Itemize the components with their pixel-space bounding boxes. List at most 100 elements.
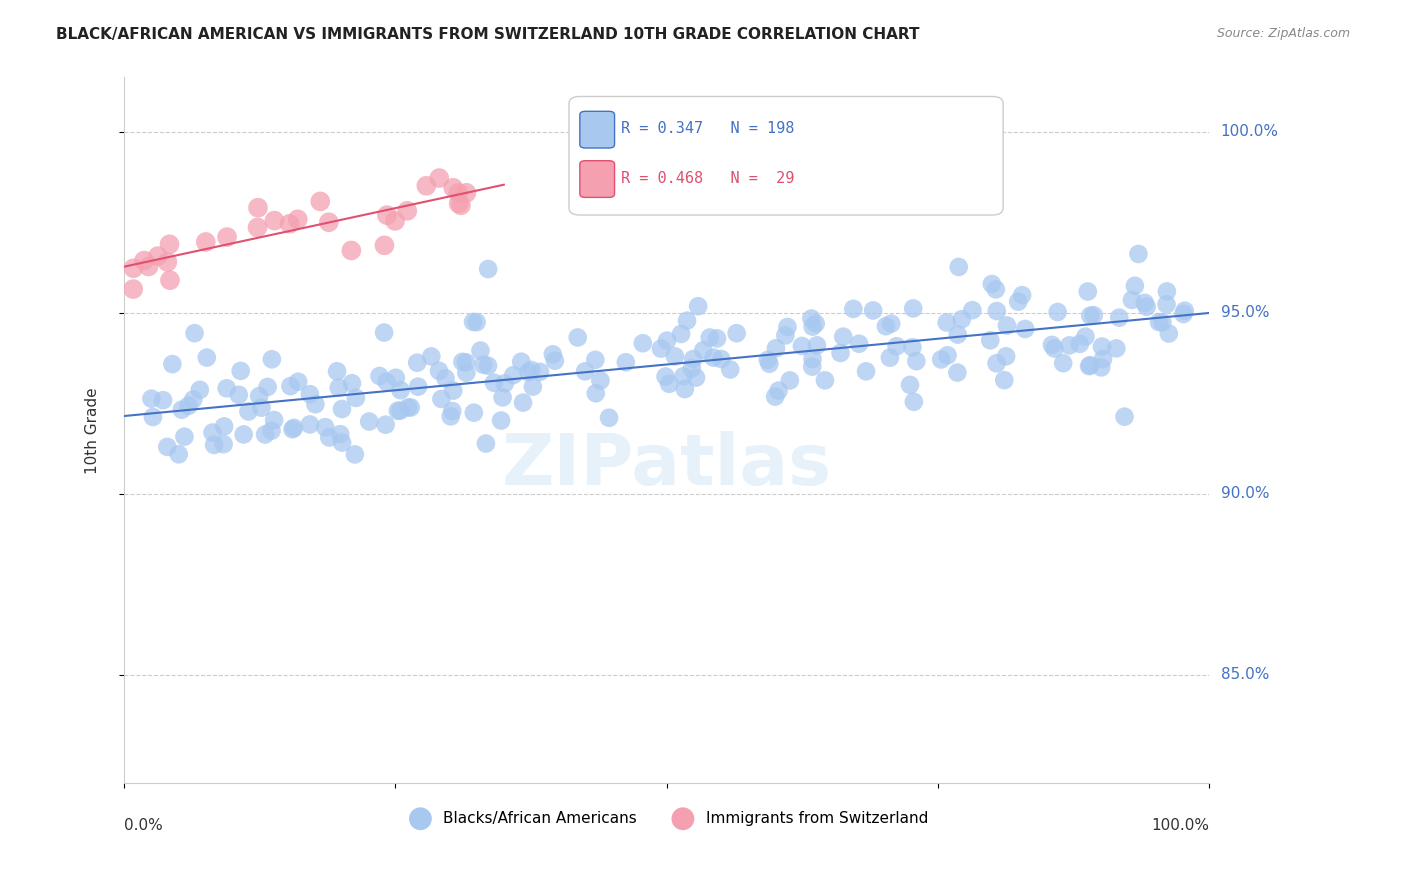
Point xyxy=(472,358,495,372)
Point xyxy=(1077,285,1099,299)
Point xyxy=(359,415,381,429)
Point xyxy=(1043,342,1066,356)
Point xyxy=(215,381,238,395)
Point xyxy=(986,356,1008,370)
Point xyxy=(304,397,326,411)
Point xyxy=(283,421,305,435)
Point xyxy=(814,373,837,387)
Point xyxy=(368,368,391,383)
Point xyxy=(1133,296,1156,310)
Point xyxy=(384,214,406,228)
Point xyxy=(212,437,235,451)
Legend: Blacks/African Americans, Immigrants from Switzerland: Blacks/African Americans, Immigrants fro… xyxy=(399,805,935,832)
Point xyxy=(664,349,686,363)
Point xyxy=(1128,247,1150,261)
Point xyxy=(340,244,363,258)
Point xyxy=(399,401,422,415)
Point xyxy=(655,334,678,348)
Point xyxy=(1078,359,1101,373)
Point xyxy=(692,343,714,358)
Point xyxy=(1156,297,1178,311)
Point xyxy=(188,383,211,397)
Point xyxy=(159,273,181,287)
Point xyxy=(477,262,499,277)
Point xyxy=(995,349,1018,363)
Point xyxy=(202,438,225,452)
Point xyxy=(430,392,453,406)
Point xyxy=(544,353,567,368)
Point xyxy=(1059,338,1081,352)
Point xyxy=(173,430,195,444)
Point xyxy=(138,260,160,274)
Point xyxy=(122,282,145,296)
Text: R = 0.468   N =  29: R = 0.468 N = 29 xyxy=(621,171,794,186)
Point xyxy=(450,198,472,212)
Point xyxy=(979,333,1001,347)
Point xyxy=(1123,278,1146,293)
Point xyxy=(567,330,589,344)
Point xyxy=(427,171,450,186)
Point xyxy=(763,390,786,404)
Point xyxy=(298,417,321,432)
Point xyxy=(256,380,278,394)
Point xyxy=(685,370,707,384)
Point xyxy=(461,315,484,329)
Point xyxy=(491,390,513,404)
Point xyxy=(946,366,969,380)
Point xyxy=(194,235,217,249)
Point xyxy=(246,220,269,235)
Point xyxy=(1078,309,1101,323)
Point xyxy=(800,311,823,326)
Point xyxy=(676,313,699,327)
Point xyxy=(326,364,349,378)
Point xyxy=(387,404,409,418)
Point xyxy=(801,351,824,366)
Point xyxy=(1046,305,1069,319)
Point xyxy=(489,413,512,427)
Point xyxy=(650,342,672,356)
Point xyxy=(247,389,270,403)
Point xyxy=(420,350,443,364)
Point xyxy=(314,420,336,434)
Point xyxy=(328,381,350,395)
Point xyxy=(583,352,606,367)
Point xyxy=(195,351,218,365)
Point xyxy=(905,354,928,368)
Point xyxy=(980,277,1002,291)
Point xyxy=(177,399,200,413)
Point xyxy=(156,440,179,454)
Point xyxy=(1052,356,1074,370)
Point xyxy=(375,208,398,222)
Point xyxy=(389,403,412,417)
Point xyxy=(801,359,824,374)
Point xyxy=(396,203,419,218)
Point xyxy=(830,346,852,360)
Point xyxy=(1147,315,1170,329)
Point xyxy=(238,404,260,418)
Point xyxy=(482,376,505,390)
Point xyxy=(706,331,728,345)
Point xyxy=(682,352,704,367)
Point xyxy=(574,364,596,378)
Point xyxy=(309,194,332,209)
Point xyxy=(855,364,877,378)
Point xyxy=(440,409,463,424)
Point xyxy=(681,361,703,376)
Point xyxy=(631,336,654,351)
Point xyxy=(1011,288,1033,302)
Point xyxy=(654,369,676,384)
Text: 85.0%: 85.0% xyxy=(1220,667,1268,682)
Point xyxy=(1152,315,1174,329)
Point xyxy=(790,339,813,353)
Point xyxy=(287,212,309,227)
Point xyxy=(201,425,224,440)
Point xyxy=(456,366,478,380)
Point xyxy=(903,394,925,409)
Point xyxy=(702,351,724,365)
Point xyxy=(950,312,973,326)
Point xyxy=(1014,322,1036,336)
Y-axis label: 10th Grade: 10th Grade xyxy=(86,387,100,474)
Point xyxy=(260,424,283,438)
Point xyxy=(183,326,205,341)
Point xyxy=(901,340,924,354)
